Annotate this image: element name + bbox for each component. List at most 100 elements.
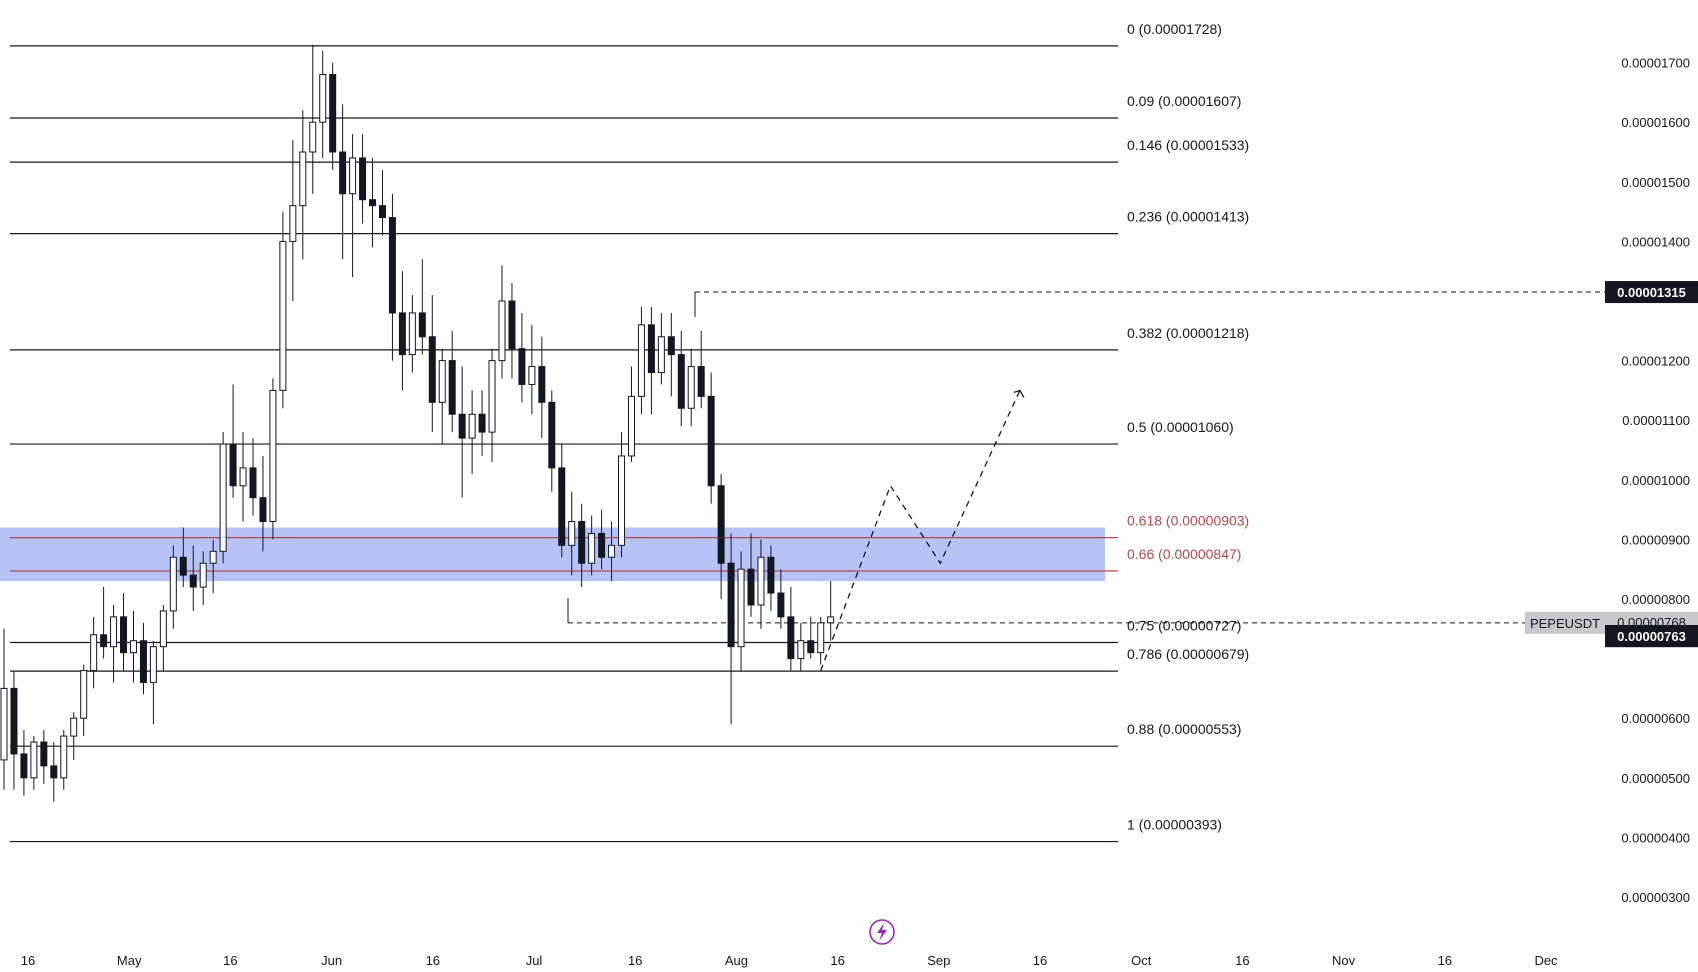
candle-body: [189, 574, 197, 588]
fib-level-label: 0.09 (0.00001607): [1127, 93, 1241, 109]
candle-body: [329, 74, 337, 153]
candle-body: [498, 300, 506, 362]
candle-body: [478, 413, 486, 433]
candle-body: [90, 634, 98, 672]
price-tick-label: 0.00000300: [1621, 890, 1690, 905]
candle-body: [40, 741, 48, 767]
candle-body: [508, 300, 516, 350]
price-tick-label: 0.00000600: [1621, 711, 1690, 726]
candle-body: [219, 443, 227, 552]
price-tick-label: 0.00001600: [1621, 115, 1690, 130]
price-tick-label: 0.00001100: [1622, 413, 1690, 428]
candle-body: [438, 360, 446, 403]
symbol-tag-text: PEPEUSDT: [1530, 616, 1600, 631]
candle-body: [697, 366, 705, 397]
replay-icon[interactable]: [869, 919, 895, 945]
candle-body: [60, 735, 68, 779]
candle-body: [139, 640, 147, 683]
candle-body: [647, 324, 655, 374]
candle-body: [100, 634, 108, 648]
candle-body: [538, 366, 546, 403]
projection-path[interactable]: [820, 389, 1025, 671]
candle-body: [110, 616, 118, 648]
candle-body: [359, 157, 367, 201]
ray-price-tag-text: 0.00001315: [1617, 285, 1686, 300]
candle-body: [588, 532, 596, 564]
fib-level-label: 0.786 (0.00000679): [1127, 646, 1249, 662]
candle-body: [777, 592, 785, 618]
time-axis[interactable]: 16 May 16 Jun 16 Jul 16 Aug 16 Sep 16 Oct 16 Nov 16 Dec: [21, 953, 1558, 968]
price-tick-label: 0.00001200: [1621, 354, 1690, 369]
time-tick-label: Nov: [1332, 953, 1356, 968]
candle-body: [627, 395, 635, 457]
candle-body: [518, 348, 526, 385]
last-price-tag: [1605, 624, 1698, 647]
candle-body: [618, 455, 626, 546]
candle-body: [807, 640, 815, 654]
candle-body: [129, 640, 137, 654]
candle-body: [757, 556, 765, 606]
candle-body: [568, 521, 576, 546]
candle-body: [408, 312, 416, 356]
projection-arrowhead: [1013, 389, 1025, 398]
support-zone: [0, 527, 1105, 582]
price-tick-label: 0.00000500: [1621, 771, 1690, 786]
time-tick-label: 16: [21, 953, 35, 968]
horizontal-ray[interactable]: [567, 291, 1605, 624]
time-tick-label: 16: [830, 953, 844, 968]
candle-body: [10, 687, 18, 755]
time-tick-label: 16: [628, 953, 642, 968]
candle-body: [20, 753, 28, 779]
candle-body: [548, 401, 556, 469]
candle-body: [737, 568, 745, 648]
candle-body: [827, 616, 835, 624]
candle-body: [388, 217, 396, 314]
candle-body: [279, 240, 287, 391]
candle-body: [339, 151, 347, 195]
time-tick-label: Sep: [927, 953, 950, 968]
candle-body: [169, 556, 177, 612]
candle-body: [787, 616, 795, 660]
candle-body: [120, 616, 128, 654]
fib-level-label: 0 (0.00001728): [1127, 21, 1222, 37]
candle-body: [179, 556, 187, 576]
candle-body: [30, 741, 38, 779]
price-tick-label: 0.00000800: [1621, 592, 1690, 607]
candle-body: [319, 74, 327, 123]
fib-level-label: 0.236 (0.00001413): [1127, 209, 1249, 225]
candle-body: [299, 151, 307, 207]
candle-body: [199, 562, 207, 588]
candle-body: [50, 765, 58, 779]
candle-body: [598, 532, 606, 558]
candle-body: [398, 312, 406, 356]
candle-body: [259, 497, 267, 523]
time-tick-label: May: [117, 953, 142, 968]
candle-body: [558, 467, 566, 546]
time-tick-label: 16: [1235, 953, 1249, 968]
support-zone-rect: [0, 527, 1105, 582]
time-tick-label: Oct: [1131, 953, 1152, 968]
time-tick-label: 16: [1438, 953, 1452, 968]
candle-body: [687, 366, 695, 409]
time-tick-label: Jun: [321, 953, 342, 968]
candle-body: [817, 622, 825, 654]
candle-body: [637, 324, 645, 397]
fib-level-label: 0.66 (0.00000847): [1127, 546, 1241, 562]
candle-body: [229, 443, 237, 487]
candle-body: [378, 205, 386, 219]
time-tick-label: Aug: [725, 953, 748, 968]
projection-polyline: [820, 390, 1021, 671]
candle-body: [727, 562, 735, 648]
candle-body: [289, 205, 297, 242]
fib-level-label: 0.75 (0.00000727): [1127, 618, 1241, 634]
candle-body: [747, 568, 755, 606]
candle-body: [80, 670, 88, 719]
fibonacci-retracement[interactable]: 0 (0.00001728) 0.09 (0.00001607) 0.146 (0.…: [10, 21, 1249, 843]
candle-body: [608, 544, 616, 558]
candle-body: [797, 640, 805, 660]
candle-body: [249, 467, 257, 499]
price-axis[interactable]: 0.00001700 0.00001600 0.00001500 0.00001400…: [1621, 56, 1690, 905]
price-tick-label: 0.00001000: [1621, 473, 1690, 488]
candle-body: [428, 336, 436, 403]
